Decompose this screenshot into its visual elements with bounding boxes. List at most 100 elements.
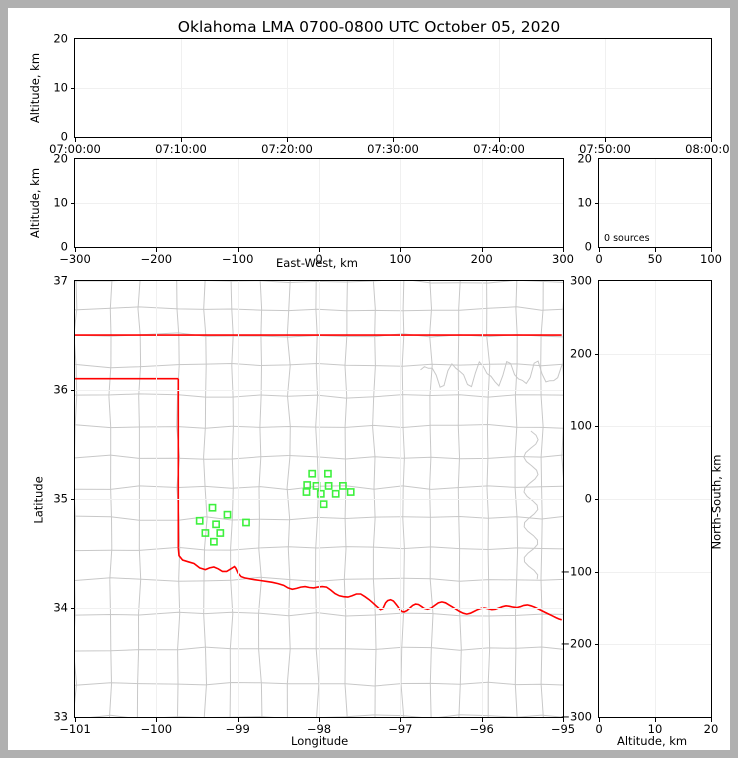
map-geography (75, 281, 563, 717)
lma-station-marker[interactable] (308, 469, 317, 478)
lma-station-marker[interactable] (331, 489, 340, 498)
tick-mark-x (75, 248, 76, 252)
tick-label-y: 33 (53, 709, 68, 724)
tick-label-y: 0 (584, 239, 592, 254)
county-border-line (372, 548, 377, 650)
county-border-line (75, 393, 179, 396)
lma-station-marker[interactable] (319, 500, 328, 509)
county-border-line (401, 281, 405, 397)
county-border-line (259, 281, 263, 458)
plan-view-map-panel[interactable] (74, 280, 564, 718)
county-border-line (402, 681, 563, 686)
ns-panel-ylabel: North-South, km (709, 454, 724, 550)
figure-title: Oklahoma LMA 0700-0800 UTC October 05, 2… (177, 18, 561, 36)
county-border-line (400, 579, 405, 717)
county-border-line (374, 648, 377, 717)
county-border-line (136, 648, 140, 717)
tick-mark-y (70, 88, 74, 89)
source-count-label: 0 sources (604, 233, 650, 244)
map-ylabel: Latitude (31, 476, 46, 524)
time-panel-ylabel: Altitude, km (28, 52, 43, 124)
lma-station-marker[interactable] (195, 516, 204, 525)
lma-station-marker[interactable] (216, 529, 225, 537)
county-border-line (402, 577, 563, 582)
tick-mark-x (400, 248, 402, 252)
tick-label-y: 34 (53, 600, 68, 615)
tick-label-x: −200 (140, 252, 173, 266)
lma-station-marker[interactable] (324, 469, 332, 478)
county-border-line (288, 308, 403, 312)
tick-mark-x (393, 138, 394, 142)
ew-panel-ylabel: Altitude, km (28, 167, 43, 239)
tick-mark-x (655, 248, 656, 252)
lma-station-marker[interactable] (210, 537, 218, 546)
county-border-line (109, 579, 113, 717)
county-border-line (75, 485, 206, 490)
gridline-horizontal (599, 499, 711, 500)
lma-station-marker[interactable] (316, 489, 325, 498)
county-border-line (523, 430, 539, 580)
state-border-line (177, 547, 562, 621)
tick-label-x: 08:00:00 (685, 142, 730, 156)
lma-station-marker[interactable] (201, 529, 210, 537)
tick-label-y: 10 (53, 80, 68, 95)
lma-station-marker[interactable] (324, 482, 333, 490)
tick-label-y: 200 (570, 345, 592, 360)
county-border-line (486, 281, 491, 488)
county-border-line (205, 485, 403, 491)
tick-label-x: −95 (550, 722, 576, 736)
tick-label-y: −100 (560, 563, 592, 578)
lma-station-marker[interactable] (223, 510, 232, 519)
lma-station-markers (195, 469, 355, 546)
county-border-line (402, 306, 563, 312)
time-height-panel[interactable] (74, 38, 712, 138)
county-border-line (458, 579, 462, 717)
tick-mark-x (599, 248, 600, 252)
county-border-line (203, 648, 208, 717)
tick-label-x: −96 (469, 722, 494, 736)
gridline-horizontal (599, 203, 711, 204)
tick-mark-y (70, 499, 74, 500)
county-border-line (90, 714, 179, 717)
east-west-height-panel[interactable] (74, 158, 564, 248)
lma-station-marker[interactable] (302, 488, 311, 496)
tick-mark-x (156, 718, 158, 722)
tick-mark-x (156, 248, 158, 252)
tick-mark-x (655, 718, 656, 722)
county-border-line (343, 426, 347, 580)
lma-station-marker[interactable] (338, 482, 347, 490)
county-border-line (178, 716, 261, 717)
county-border-line (540, 457, 543, 650)
tick-label-y: −300 (560, 709, 592, 724)
tick-mark-x (237, 248, 239, 252)
tick-label-y: 37 (53, 273, 68, 288)
gridline-horizontal (599, 353, 711, 355)
altitude-histogram-panel[interactable] (598, 158, 712, 248)
figure-canvas: Oklahoma LMA 0700-0800 UTC October 05, 2… (8, 8, 730, 750)
county-border-line (258, 648, 263, 717)
county-border-line (487, 648, 491, 717)
tick-label-y: 0 (60, 129, 68, 144)
lma-station-marker[interactable] (212, 520, 220, 529)
county-border-line (343, 579, 348, 717)
county-border-line (75, 454, 289, 460)
tick-mark-y (594, 644, 598, 646)
county-border-line (203, 281, 207, 488)
north-south-height-panel[interactable] (598, 280, 712, 718)
tick-mark-y (594, 353, 598, 355)
lma-station-marker[interactable] (208, 503, 217, 512)
tick-label-x: 50 (647, 252, 663, 266)
tick-label-y: 300 (570, 273, 592, 288)
county-border-line (260, 362, 403, 367)
county-border-line (540, 281, 544, 458)
tick-label-y: 36 (53, 382, 68, 397)
lma-station-marker[interactable] (242, 518, 250, 527)
county-border-line (231, 281, 382, 284)
tick-label-x: 07:50:00 (579, 142, 631, 156)
lma-station-marker[interactable] (346, 488, 355, 496)
county-border-line (75, 611, 289, 617)
tick-label-x: 200 (470, 252, 493, 266)
county-border-line (75, 306, 289, 312)
county-border-line (260, 394, 563, 399)
tick-mark-x (400, 718, 402, 722)
